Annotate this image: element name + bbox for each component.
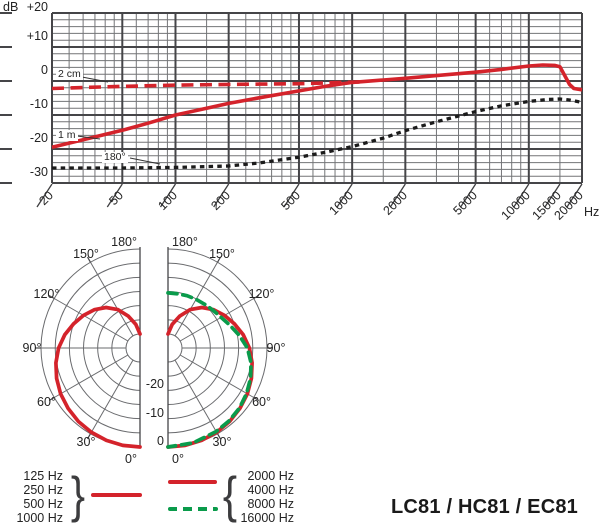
- polar-angle-label: 90°: [22, 341, 42, 355]
- x-tick-slash: [213, 183, 230, 208]
- legend-swatch-dashed-green: [168, 507, 218, 511]
- x-tick-slash: [106, 183, 123, 208]
- polar-ray: [54, 298, 129, 342]
- x-tick-slash: [544, 183, 561, 208]
- x-tick-slash: [36, 183, 53, 208]
- polar-curve-right-0: [166, 305, 254, 449]
- polar-angle-label: 150°: [209, 247, 235, 262]
- polar-ring: [125, 333, 141, 363]
- polar-angle-label: 120°: [33, 287, 60, 301]
- legend-label-250hz: 250 Hz: [23, 483, 63, 497]
- polar-ray: [54, 354, 129, 398]
- x-tick-slash: [283, 183, 300, 208]
- polar-ray: [174, 359, 218, 434]
- curve-label-2cm: 2 cm: [56, 68, 83, 80]
- polar-db-label: -20: [145, 377, 164, 392]
- x-tick-slash: [159, 183, 177, 208]
- freq-curve-0: [51, 80, 360, 91]
- legend-swatch-solid-red-high: [168, 480, 217, 484]
- polar-curve-left-0: [54, 305, 142, 449]
- polar-angle-label-180: 180°: [172, 235, 198, 249]
- polar-ray: [179, 354, 254, 398]
- legend-label-1000hz: 1000 Hz: [16, 511, 63, 525]
- polar-angle-label: 150°: [73, 247, 99, 262]
- y-tick-label: -30: [29, 165, 48, 179]
- legend-label-8000hz: 8000 Hz: [247, 497, 294, 511]
- left-brace-glyph: {: [222, 467, 238, 523]
- polar-angle-label: 120°: [248, 287, 275, 301]
- y-axis-unit-label: dB: [3, 0, 19, 14]
- polar-ring: [167, 333, 183, 363]
- legend-label-16000hz: 16000 Hz: [240, 511, 294, 525]
- x-axis-unit-label: Hz: [584, 205, 600, 219]
- polar-angle-label: 90°: [266, 341, 286, 355]
- curve-label-leader: [76, 135, 101, 140]
- polar-ray: [90, 262, 134, 337]
- legend-label-2000hz: 2000 Hz: [247, 469, 294, 483]
- right-brace-glyph: }: [70, 467, 86, 523]
- x-tick-slash: [566, 183, 583, 208]
- polar-angle-tick: [253, 294, 260, 300]
- polar-angle-label-180: 180°: [111, 235, 137, 249]
- curve-label-1m: 1 m: [56, 129, 78, 141]
- polar-angle-tick: [216, 256, 222, 263]
- polar-angle-label: 60°: [252, 395, 271, 409]
- freq-curve-1: [51, 63, 583, 150]
- x-tick-slash: [460, 183, 477, 208]
- legend-label-500hz: 500 Hz: [23, 497, 63, 511]
- x-tick-slash: [389, 183, 406, 208]
- polar-angle-label: 30°: [76, 434, 96, 449]
- polar-angle-tick: [253, 396, 260, 402]
- y-tick-label: +10: [26, 29, 48, 43]
- polar-curve-right-1: [166, 291, 253, 449]
- polar-angle-label-0: 0°: [172, 452, 184, 466]
- legend-swatch-solid-red-low: [91, 493, 142, 497]
- polar-angle-tick: [86, 433, 92, 440]
- legend-label-125hz: 125 Hz: [23, 469, 63, 483]
- y-tick-label: 0: [41, 63, 48, 77]
- y-tick-label: +20: [26, 0, 48, 14]
- polar-ray: [90, 359, 134, 434]
- curve-label-leader: [81, 76, 109, 83]
- y-tick-label: -20: [29, 131, 48, 145]
- curve-label-leader: [129, 157, 161, 165]
- y-tick-label: -10: [29, 97, 48, 111]
- polar-angle-tick: [48, 294, 55, 300]
- polar-db-label: -10: [145, 405, 164, 420]
- x-tick-slash: [513, 183, 530, 208]
- polar-angle-tick: [86, 256, 92, 263]
- freq-curve-2: [52, 97, 583, 170]
- model-title: LC81 / HC81 / EC81: [390, 496, 578, 518]
- polar-angle-label: 30°: [212, 434, 232, 449]
- polar-angle-label-0: 0°: [125, 452, 137, 466]
- polar-db-label: 0: [157, 434, 164, 448]
- curve-label-180deg: 180°: [102, 151, 128, 163]
- polar-angle-tick: [216, 433, 222, 440]
- polar-ray: [179, 298, 254, 342]
- polar-angle-tick: [48, 396, 55, 402]
- legend-label-4000hz: 4000 Hz: [247, 483, 294, 497]
- polar-angle-label: 60°: [37, 395, 56, 409]
- x-tick-slash: [336, 183, 353, 208]
